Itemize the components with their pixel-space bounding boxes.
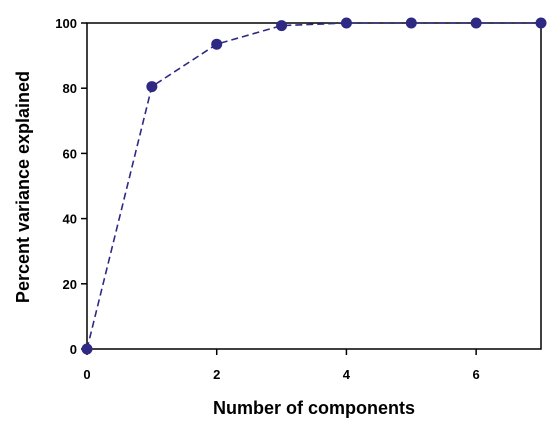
data-point xyxy=(535,17,547,29)
series-line xyxy=(86,22,541,350)
x-tick-label: 4 xyxy=(343,367,351,382)
x-tick-label: 2 xyxy=(213,367,220,382)
y-tick-label: 60 xyxy=(63,146,77,161)
y-tick-label: 0 xyxy=(70,342,77,357)
y-tick-label: 40 xyxy=(63,212,77,227)
y-tick-label: 100 xyxy=(55,16,77,31)
x-axis-title: Number of components xyxy=(213,398,415,418)
y-tick-label: 80 xyxy=(63,81,77,96)
data-point xyxy=(146,81,158,93)
data-point xyxy=(470,17,482,29)
y-axis-ticks: 0 20 40 60 80 100 xyxy=(55,16,87,357)
x-tick-label: 6 xyxy=(473,367,480,382)
data-point xyxy=(211,38,223,50)
plot-area xyxy=(86,22,542,350)
x-axis-ticks: 0 2 4 6 xyxy=(83,349,480,382)
plot-frame xyxy=(86,22,542,350)
series-group xyxy=(81,17,547,355)
y-axis-title: Percent variance explained xyxy=(13,71,33,303)
x-tick-label: 0 xyxy=(83,367,90,382)
data-point xyxy=(81,343,93,355)
data-point xyxy=(276,20,288,32)
data-point xyxy=(405,17,417,29)
y-tick-label: 20 xyxy=(63,277,77,292)
data-point xyxy=(340,17,352,29)
